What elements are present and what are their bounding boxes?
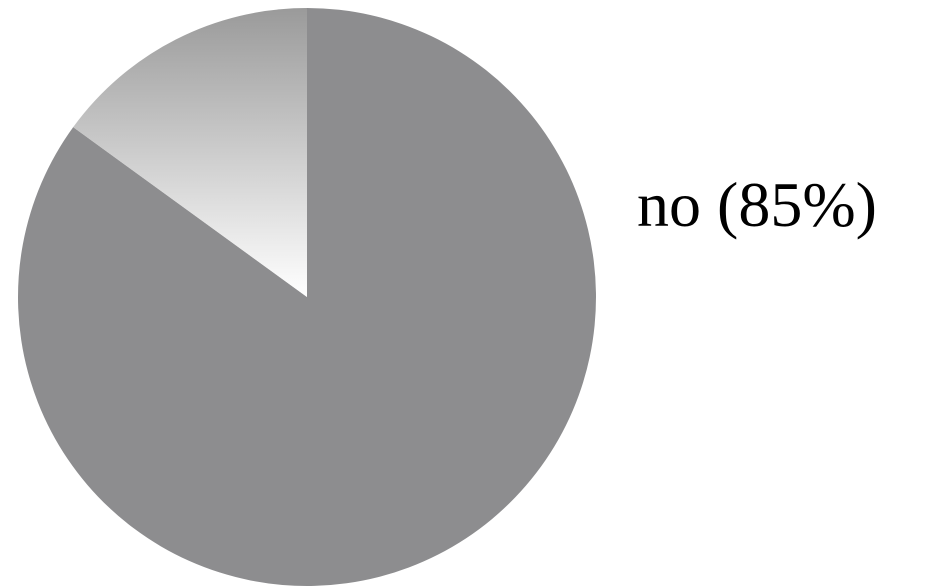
pie-slice [73, 8, 307, 297]
slice-label: no (85%) [637, 169, 877, 240]
